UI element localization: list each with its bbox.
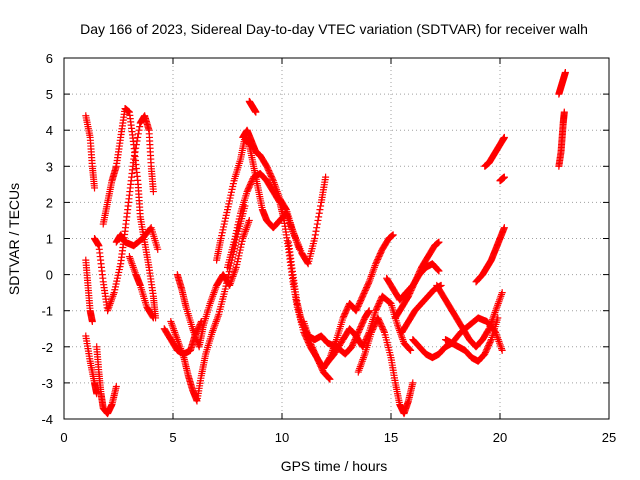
data-point [322,173,330,181]
series-sat-d [93,343,120,418]
y-tick-label: 0 [46,268,53,283]
series-sat-z [472,224,508,286]
y-tick-label: -2 [41,340,53,355]
data-point [365,279,373,287]
data-point [407,346,415,354]
series-sat-s [354,314,417,418]
x-tick-label: 15 [384,430,398,445]
series-sat-k [173,216,253,351]
x-tick-label: 5 [169,430,176,445]
data-point [435,238,443,246]
y-tick-label: 1 [46,232,53,247]
series-sat-a [82,112,99,192]
data-point [500,224,508,232]
data-point [91,184,99,192]
x-tick-label: 25 [602,430,616,445]
data-point [434,266,442,274]
x-tick-label: 10 [275,430,289,445]
data-point [136,123,144,131]
y-tick-label: -3 [41,376,53,391]
data-point [311,231,319,239]
data-point [245,216,253,224]
series-sat-f [99,105,160,322]
series-sat-c [82,332,101,398]
data-point [112,383,120,391]
data-point [317,202,325,210]
series-sat-ab [496,173,508,185]
y-tick-label: -4 [41,412,53,427]
data-point [88,318,96,326]
data-point [365,307,373,315]
data-point [561,68,569,76]
series-sat-y [442,314,502,365]
series-sat-u [391,238,443,322]
data-point [282,205,290,213]
data-point [406,346,414,354]
data-point [149,314,157,322]
x-tick-label: 0 [60,430,67,445]
data-point [314,216,322,224]
data-point [149,313,157,321]
data-point [315,209,323,217]
data-point [269,175,277,183]
y-tick-label: 5 [46,87,53,102]
data-point [560,108,568,116]
series-sat-ac [555,108,568,170]
y-axis-label: SDTVAR / TECUs [6,183,22,295]
data-point [312,227,320,235]
y-tick-label: -1 [41,304,53,319]
data-point [498,346,506,354]
data-point [325,374,333,382]
ticks: 0 5 10 15 20 25 -4 -3 -2 -1 0 1 2 3 4 5 6 [41,51,616,445]
data-point [311,235,319,242]
y-tick-label: 4 [46,123,53,138]
data-point [304,259,312,267]
data-point [315,213,323,221]
data-point [405,345,413,353]
data-point [134,130,142,138]
series-sat-ad [555,68,569,98]
series-sat-n [245,97,260,116]
data-point [500,133,508,141]
data-point [325,375,333,383]
data-point [316,206,324,214]
data-point [500,173,508,181]
data-point [380,327,388,335]
chart-title: Day 166 of 2023, Sidereal Day-to-day VTE… [80,21,588,37]
series-sat-e [91,112,157,315]
data-point [326,375,334,383]
data-point [313,224,321,232]
data-point [487,337,495,345]
data-point [409,379,417,387]
data-point [135,126,143,134]
x-tick-label: 20 [493,430,507,445]
data-point [494,314,502,322]
y-tick-label: 2 [46,195,53,210]
series-sat-m [239,126,330,268]
data-point [434,266,442,274]
data-point [154,245,162,253]
y-tick-label: 6 [46,51,53,66]
data-point [313,220,321,228]
series-sat-h [125,253,157,322]
data-point [252,108,260,116]
series-sat-g [112,224,162,253]
data-point [435,267,443,275]
series-sat-aa [481,133,508,170]
series-sat-x [433,281,506,351]
y-tick-label: 3 [46,159,53,174]
data-point [134,133,142,141]
x-axis-label: GPS time / hours [281,458,388,474]
data-points [82,68,569,418]
data-point [498,289,506,297]
data-point [149,188,157,196]
series-sat-b [82,256,96,326]
data-point [389,231,397,239]
